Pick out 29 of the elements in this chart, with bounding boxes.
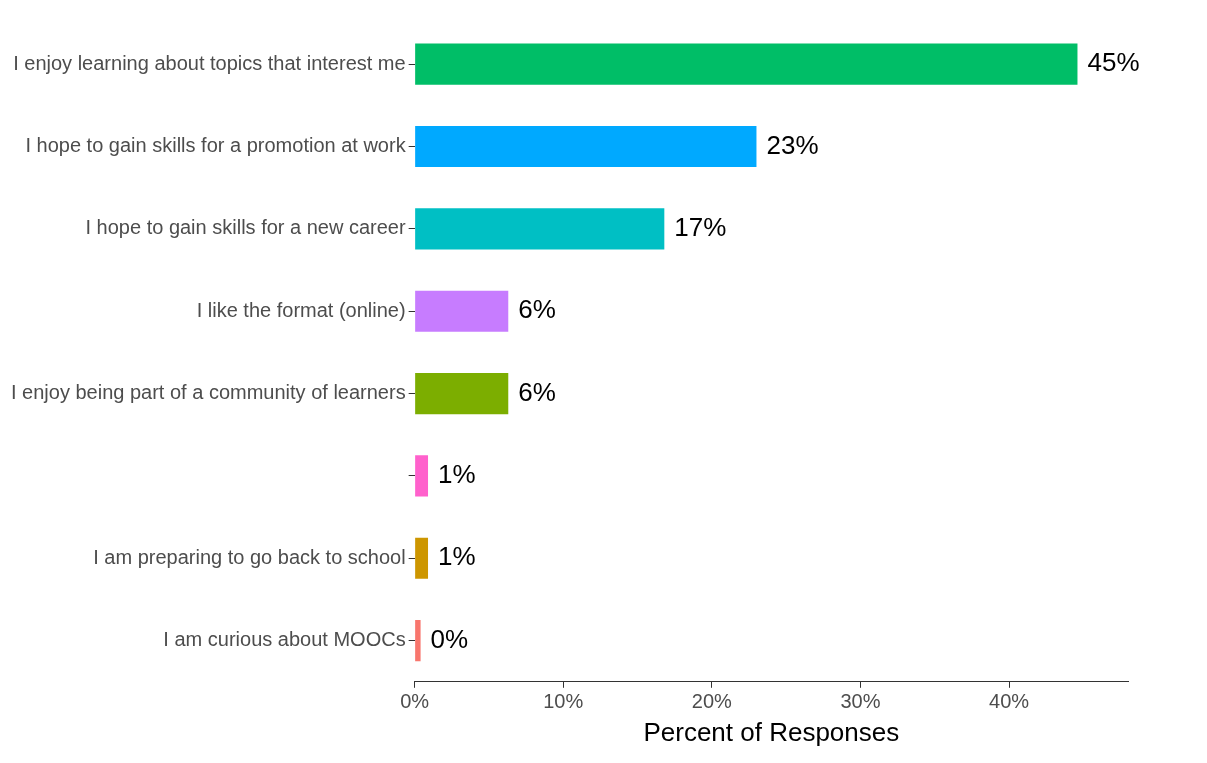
x-axis-title: Percent of Responses <box>643 716 900 747</box>
bar <box>415 43 1078 85</box>
bar <box>415 455 429 497</box>
data-label: 23% <box>766 129 819 160</box>
y-tick-label: I hope to gain skills for a new career <box>85 216 406 239</box>
y-tick-label: I like the format (online) <box>196 298 406 321</box>
bar <box>415 372 509 415</box>
data-label: 45% <box>1087 47 1140 78</box>
data-label: 0% <box>430 623 469 654</box>
y-tick-label: I enjoy learning about topics that interest me <box>13 51 406 74</box>
data-label: 1% <box>438 541 476 572</box>
y-tick-label: I hope to gain skills for a promotion at work <box>25 134 407 157</box>
data-label: 6% <box>518 376 556 407</box>
bar <box>415 125 757 168</box>
x-tick-label: 30% <box>840 690 881 713</box>
bar <box>415 208 665 250</box>
x-tick-label: 0% <box>400 690 430 713</box>
x-tick-label: 10% <box>543 690 584 713</box>
bar <box>415 620 421 662</box>
y-tick-label: I am curious about MOOCs <box>163 628 406 651</box>
y-tick-label: I enjoy being part of a community of learners <box>10 381 406 404</box>
x-tick-label: 20% <box>691 690 733 713</box>
y-tick-label: I am preparing to go back to school <box>93 545 406 568</box>
data-label: 17% <box>674 212 727 243</box>
x-tick-label: 40% <box>989 690 1030 713</box>
data-label: 6% <box>518 294 556 325</box>
bar <box>415 290 509 332</box>
data-label: 1% <box>438 459 476 490</box>
bar <box>415 537 429 579</box>
